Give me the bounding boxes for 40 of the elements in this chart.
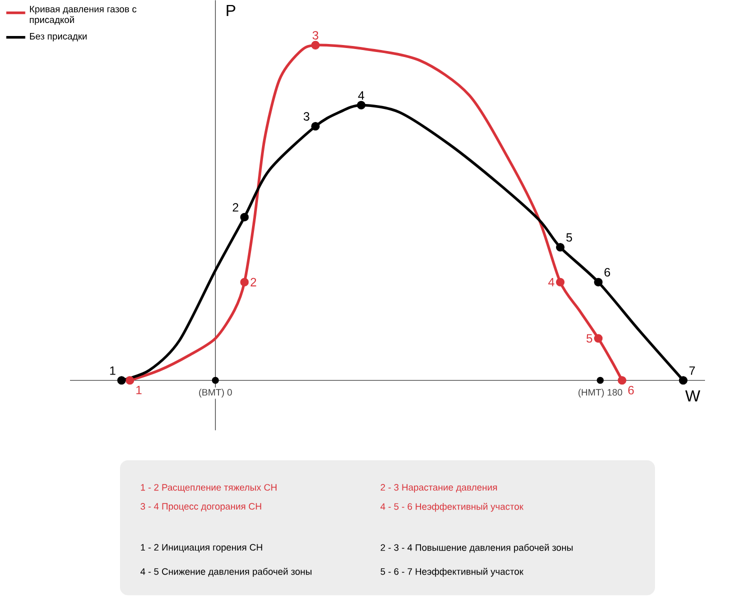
- legend-label: Без присадки: [30, 32, 87, 42]
- annotation: 6: [604, 268, 610, 276]
- point: [594, 278, 603, 286]
- point: [356, 100, 366, 110]
- text: 5 - 6 - 7 Неэффективный участок: [380, 568, 524, 577]
- annotation: 6: [628, 386, 634, 394]
- x-tick-label: (ВМТ) 0: [199, 388, 232, 398]
- annotation: 3: [304, 112, 310, 121]
- text: 3 - 4 Процесс догорания СН: [140, 502, 262, 512]
- point: [311, 122, 320, 130]
- text: 2 - 3 - 4 Повышение давления рабочей зоны: [380, 544, 573, 553]
- point: [240, 278, 249, 286]
- point: [556, 278, 565, 286]
- point: [556, 242, 565, 252]
- point: [678, 376, 688, 384]
- annotation: 1: [110, 366, 116, 375]
- text: 4 - 5 - 6 Неэффективный участок: [380, 502, 524, 512]
- annotation: 2: [232, 202, 238, 212]
- x-axis-title: W: [685, 390, 700, 402]
- annotation: 4: [548, 278, 554, 286]
- text: 1 - 2 Расщепление тяжелых СН: [140, 484, 276, 492]
- point: [126, 376, 134, 384]
- annotation: 2: [250, 278, 256, 286]
- point: [240, 212, 249, 222]
- point: [311, 40, 320, 50]
- x-tick-label: (НМТ) 180: [578, 388, 622, 398]
- annotation: 5: [566, 233, 572, 242]
- text: 2 - 3 Нарастание давления: [380, 484, 497, 492]
- annotation: 7: [689, 366, 695, 375]
- annotation: 1: [136, 386, 142, 394]
- point: [618, 376, 626, 384]
- annotation: 4: [358, 91, 364, 100]
- text: 4 - 5 Снижение давления рабочей зоны: [140, 568, 312, 577]
- point: [594, 334, 603, 343]
- legend-label: Кривая давления газов с присадкой: [30, 6, 136, 25]
- y-axis-title: P: [226, 4, 236, 16]
- text: 1 - 2 Инициация горения СН: [140, 544, 262, 552]
- point: [117, 376, 126, 384]
- annotation: 3: [312, 30, 318, 40]
- annotation: 5: [586, 334, 592, 343]
